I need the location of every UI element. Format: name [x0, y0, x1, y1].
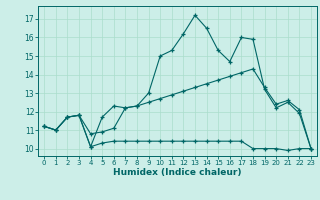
X-axis label: Humidex (Indice chaleur): Humidex (Indice chaleur) — [113, 168, 242, 177]
